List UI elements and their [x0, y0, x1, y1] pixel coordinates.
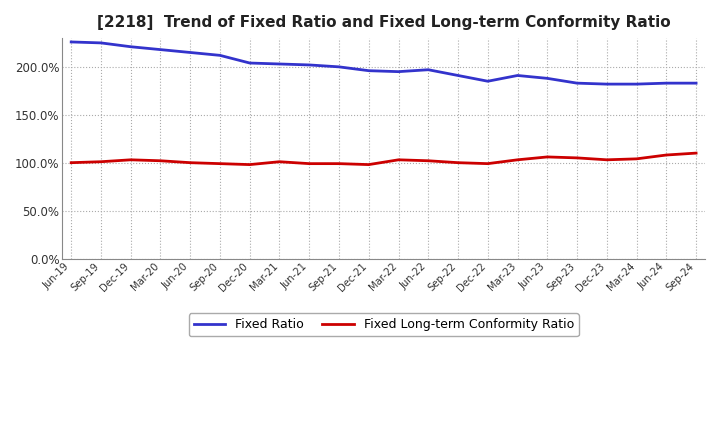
Fixed Ratio [513, 73, 522, 78]
Fixed Long-term Conformity Ratio [305, 161, 314, 166]
Fixed Ratio [67, 39, 76, 44]
Title: [2218]  Trend of Fixed Ratio and Fixed Long-term Conformity Ratio: [2218] Trend of Fixed Ratio and Fixed Lo… [96, 15, 670, 30]
Fixed Ratio [692, 81, 701, 86]
Fixed Ratio [632, 81, 641, 87]
Fixed Ratio [216, 53, 225, 58]
Fixed Long-term Conformity Ratio [424, 158, 433, 163]
Fixed Long-term Conformity Ratio [364, 162, 373, 167]
Fixed Ratio [246, 60, 254, 66]
Fixed Long-term Conformity Ratio [483, 161, 492, 166]
Fixed Ratio [127, 44, 135, 49]
Fixed Ratio [156, 47, 165, 52]
Fixed Ratio [662, 81, 670, 86]
Fixed Ratio [335, 64, 343, 70]
Fixed Long-term Conformity Ratio [394, 157, 402, 162]
Fixed Long-term Conformity Ratio [96, 159, 105, 165]
Fixed Long-term Conformity Ratio [216, 161, 225, 166]
Fixed Ratio [186, 50, 194, 55]
Fixed Ratio [454, 73, 462, 78]
Legend: Fixed Ratio, Fixed Long-term Conformity Ratio: Fixed Ratio, Fixed Long-term Conformity … [189, 313, 579, 336]
Fixed Long-term Conformity Ratio [246, 162, 254, 167]
Fixed Ratio [572, 81, 581, 86]
Fixed Ratio [275, 61, 284, 66]
Fixed Long-term Conformity Ratio [662, 152, 670, 158]
Fixed Ratio [424, 67, 433, 72]
Fixed Ratio [483, 79, 492, 84]
Fixed Long-term Conformity Ratio [335, 161, 343, 166]
Line: Fixed Ratio: Fixed Ratio [71, 42, 696, 84]
Fixed Ratio [305, 62, 314, 68]
Fixed Long-term Conformity Ratio [275, 159, 284, 165]
Fixed Long-term Conformity Ratio [572, 155, 581, 161]
Fixed Ratio [543, 76, 552, 81]
Fixed Long-term Conformity Ratio [543, 154, 552, 160]
Fixed Ratio [364, 68, 373, 73]
Fixed Long-term Conformity Ratio [156, 158, 165, 163]
Fixed Ratio [96, 40, 105, 46]
Fixed Ratio [394, 69, 402, 74]
Fixed Long-term Conformity Ratio [513, 157, 522, 162]
Fixed Long-term Conformity Ratio [632, 156, 641, 161]
Line: Fixed Long-term Conformity Ratio: Fixed Long-term Conformity Ratio [71, 153, 696, 165]
Fixed Long-term Conformity Ratio [692, 150, 701, 156]
Fixed Long-term Conformity Ratio [67, 160, 76, 165]
Fixed Long-term Conformity Ratio [454, 160, 462, 165]
Fixed Long-term Conformity Ratio [186, 160, 194, 165]
Fixed Long-term Conformity Ratio [603, 157, 611, 162]
Fixed Long-term Conformity Ratio [127, 157, 135, 162]
Fixed Ratio [603, 81, 611, 87]
